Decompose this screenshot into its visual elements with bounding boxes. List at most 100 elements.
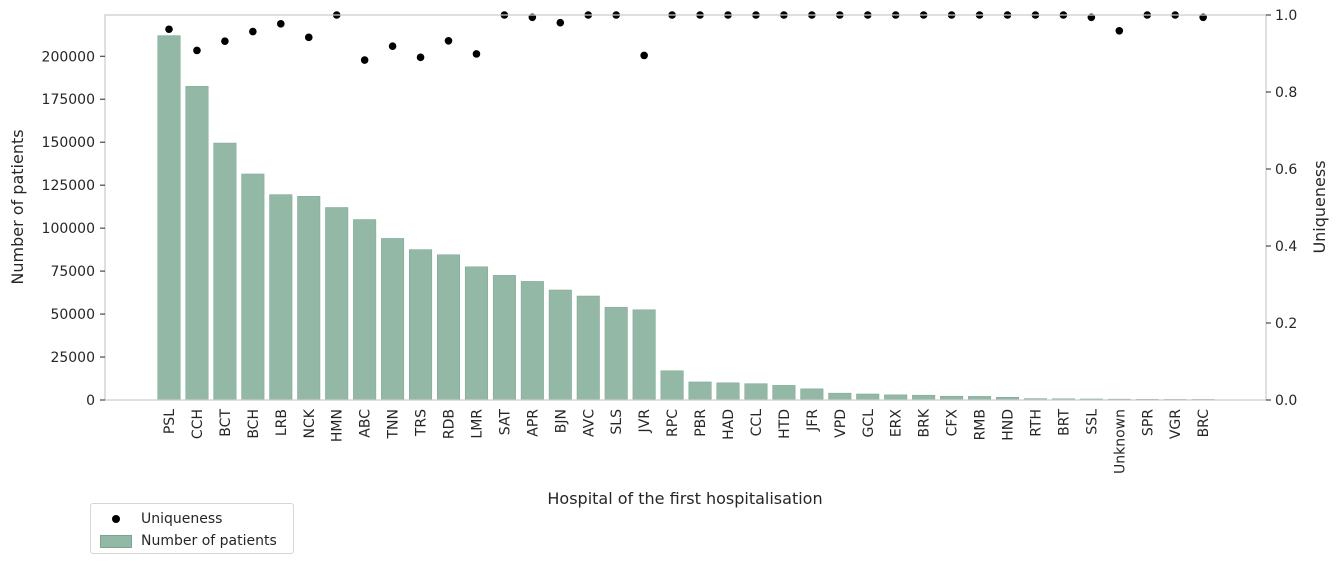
- x-tick-label-rth: RTH: [1028, 409, 1044, 437]
- x-tick-label-sat: SAT: [497, 409, 513, 436]
- bar-bjn: [548, 289, 572, 401]
- x-tick-label-vpd: VPD: [833, 409, 849, 438]
- x-tick-label-psl: PSL: [162, 409, 178, 434]
- x-tick-label-brc: BRC: [1196, 409, 1212, 438]
- y2-tick-label: 0.0: [1275, 393, 1297, 409]
- bar-avc: [576, 295, 600, 401]
- bar-had: [716, 382, 740, 401]
- x-tick-label-cch: CCH: [190, 409, 206, 439]
- x-tick-label-ccl: CCL: [749, 409, 765, 437]
- bar-psl: [157, 35, 181, 401]
- bar-lmr: [464, 266, 488, 401]
- x-tick-label-vgr: VGR: [1168, 409, 1184, 439]
- x-tick-label-abc: ABC: [358, 409, 374, 438]
- x-tick-label-tnn: TNN: [386, 409, 402, 440]
- y-tick-label: 175000: [42, 92, 95, 108]
- x-tick-label-avc: AVC: [581, 409, 597, 437]
- bar-pbr: [688, 381, 712, 401]
- y-axis-title: Number of patients: [8, 129, 27, 284]
- legend: Uniqueness Number of patients: [90, 503, 294, 554]
- bar-vpd: [828, 392, 852, 401]
- x-tick-label-spr: SPR: [1140, 409, 1156, 436]
- y2-axis-title: Uniqueness: [1310, 160, 1329, 253]
- point-cch: [193, 46, 201, 55]
- point-lrb: [277, 20, 285, 28]
- bar-abc: [353, 219, 377, 401]
- y2-tick-label: 0.6: [1275, 162, 1297, 178]
- x-tick-label-htd: HTD: [777, 409, 793, 439]
- legend-item-uniqueness: Uniqueness: [99, 508, 285, 530]
- legend-patch-icon: [99, 534, 133, 548]
- bar-lrb: [269, 194, 293, 401]
- legend-item-number-of-patients: Number of patients: [99, 530, 285, 552]
- x-tick-label-rdb: RDB: [442, 409, 458, 439]
- legend-label-number-of-patients: Number of patients: [141, 533, 277, 549]
- point-nck: [304, 33, 313, 42]
- point-abc: [360, 56, 369, 64]
- y-tick-label: 100000: [42, 221, 95, 237]
- point-lmr: [472, 50, 481, 58]
- bar-jfr: [800, 388, 824, 401]
- bar-tnn: [381, 238, 405, 401]
- point-bct: [221, 37, 229, 45]
- x-tick-label-lrb: LRB: [274, 409, 290, 436]
- bar-nck: [297, 196, 321, 401]
- bar-rpc: [660, 370, 684, 401]
- x-tick-label-ssl: SSL: [1084, 409, 1100, 435]
- bar-bct: [213, 142, 237, 401]
- y-tick-label: 150000: [42, 135, 95, 151]
- y-tick-label: 75000: [50, 264, 95, 280]
- x-tick-label-nck: NCK: [302, 408, 318, 438]
- x-tick-label-had: HAD: [721, 409, 737, 440]
- legend-dot-icon: [99, 512, 133, 526]
- y-tick-label: 25000: [50, 350, 95, 366]
- point-unknown: [1115, 26, 1124, 35]
- bar-apr: [520, 281, 544, 401]
- point-trs: [416, 53, 425, 62]
- bar-jvr: [632, 309, 656, 401]
- x-tick-label-trs: TRS: [414, 409, 430, 437]
- y-tick-label: 125000: [42, 178, 95, 194]
- bar-brk: [912, 394, 936, 401]
- point-tnn: [388, 42, 397, 50]
- x-tick-label-bch: BCH: [246, 409, 262, 439]
- x-axis-ticks: PSL CCH BCT BCH LRB NCK HMN ABC TNN TRS RDB LMR SAT A…: [162, 408, 1212, 474]
- bar-hmn: [325, 207, 349, 401]
- right-axis-ticks: 0.0 0.2 0.4 0.6 0.8 1.0: [1266, 8, 1297, 409]
- x-tick-label-hnd: HND: [1001, 409, 1017, 441]
- x-tick-label-gcl: GCL: [861, 409, 877, 438]
- x-tick-label-rmb: RMB: [973, 409, 989, 440]
- x-tick-label-sls: SLS: [609, 409, 625, 435]
- bar-htd: [772, 385, 796, 401]
- x-tick-label-bct: BCT: [218, 409, 234, 437]
- bar-cch: [185, 86, 209, 401]
- point-bjn: [556, 18, 565, 27]
- bar-bch: [241, 173, 265, 401]
- x-tick-label-jvr: JVR: [637, 409, 653, 434]
- x-tick-label-pbr: PBR: [693, 409, 709, 437]
- bar-trs: [409, 249, 433, 401]
- y2-tick-label: 0.2: [1275, 316, 1297, 332]
- y-tick-label: 50000: [50, 307, 95, 323]
- bar-series-number-of-patients: [157, 35, 1215, 401]
- point-psl: [165, 25, 173, 34]
- point-rdb: [444, 36, 453, 45]
- bar-erx: [884, 394, 908, 401]
- x-axis-title: Hospital of the first hospitalisation: [547, 489, 822, 508]
- x-tick-label-erx: ERX: [889, 409, 905, 438]
- plot-frame: [104, 14, 1267, 401]
- x-tick-label-apr: APR: [525, 409, 541, 437]
- x-tick-label-rpc: RPC: [665, 409, 681, 437]
- bar-sls: [604, 306, 628, 401]
- bar-ccl: [744, 383, 768, 401]
- x-tick-label-lmr: LMR: [469, 409, 485, 439]
- bar-rdb: [437, 254, 460, 401]
- y-tick-label: 0: [86, 393, 95, 409]
- point-bch: [249, 27, 257, 36]
- x-tick-label-unknown: Unknown: [1112, 409, 1128, 474]
- y-tick-label: 200000: [42, 49, 95, 65]
- x-tick-label-brk: BRK: [917, 408, 933, 437]
- x-tick-label-bjn: BJN: [553, 409, 569, 433]
- legend-label-uniqueness: Uniqueness: [141, 511, 223, 527]
